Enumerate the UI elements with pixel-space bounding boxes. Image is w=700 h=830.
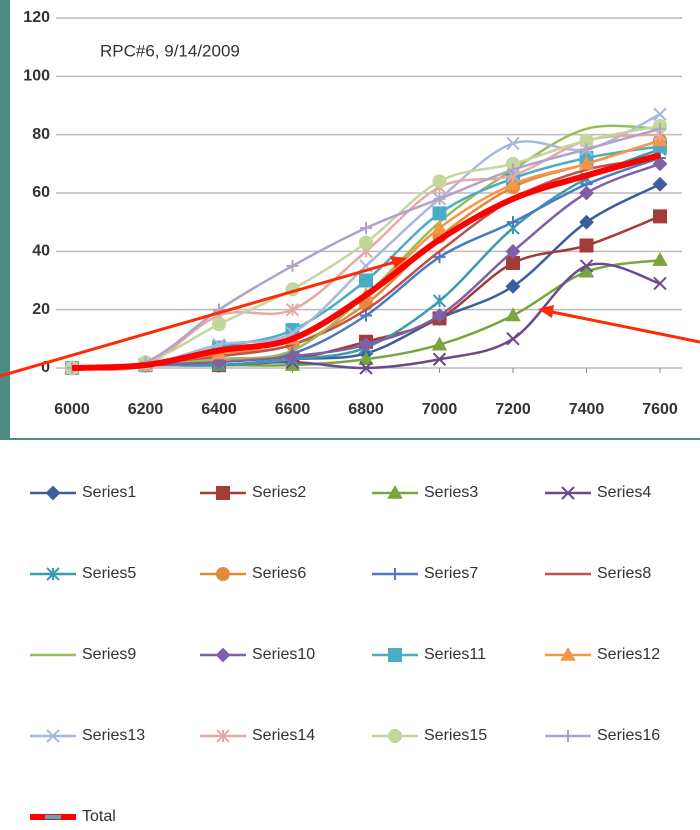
legend-item: Series4 <box>545 484 651 501</box>
legend-item: Series5 <box>30 565 136 582</box>
legend-label: Series11 <box>424 646 486 663</box>
legend-item: Series3 <box>372 484 478 501</box>
legend-marker <box>45 815 61 819</box>
x-tick-label: 6400 <box>201 401 237 418</box>
y-tick-label: 40 <box>32 243 50 260</box>
legend-label: Series10 <box>252 646 315 663</box>
legend-item: Series1 <box>30 484 136 501</box>
data-point <box>507 257 519 269</box>
legend-label: Series9 <box>82 646 136 663</box>
legend-label: Series14 <box>252 727 315 744</box>
legend-label: Series8 <box>597 565 651 582</box>
legend-item: Series7 <box>372 565 478 582</box>
data-point <box>654 210 666 222</box>
y-tick-label: 100 <box>23 68 50 85</box>
x-tick-label: 7200 <box>495 401 531 418</box>
legend-item: Total <box>30 808 116 825</box>
x-tick-label: 6200 <box>128 401 164 418</box>
legend-marker <box>389 649 401 661</box>
legend-label: Series3 <box>424 484 478 501</box>
chart: RPC#6, 9/14/2009 02040608010012060006200… <box>0 0 700 830</box>
data-point <box>581 240 593 252</box>
legend-item: Series12 <box>545 646 660 663</box>
data-point <box>434 207 446 219</box>
data-point <box>213 318 225 330</box>
annotation: RPC#6, 9/14/2009 <box>100 41 240 60</box>
legend-marker <box>217 568 229 580</box>
legend-item: Series11 <box>372 646 486 663</box>
x-tick-label: 6800 <box>348 401 384 418</box>
legend-label: Series5 <box>82 565 136 582</box>
x-tick-label: 6000 <box>54 401 90 418</box>
legend-label: Series15 <box>424 727 487 744</box>
legend-label: Series16 <box>597 727 660 744</box>
y-tick-label: 120 <box>23 9 50 26</box>
legend-label: Total <box>82 808 116 825</box>
legend-label: Series12 <box>597 646 660 663</box>
legend-marker <box>389 568 401 580</box>
legend-item: Series10 <box>200 646 315 663</box>
data-point <box>360 237 372 249</box>
x-tick-label: 7400 <box>569 401 605 418</box>
legend-label: Series1 <box>82 484 136 501</box>
x-tick-label: 6600 <box>275 401 311 418</box>
data-point <box>360 275 372 287</box>
legend-item: Series9 <box>30 646 136 663</box>
x-tick-label: 7000 <box>422 401 458 418</box>
legend-item: Series16 <box>545 727 660 744</box>
legend-label: Series7 <box>424 565 478 582</box>
legend-label: Series4 <box>597 484 651 501</box>
legend-item: Series6 <box>200 565 306 582</box>
y-tick-label: 20 <box>32 301 50 318</box>
page: {"chart_data": {"type": "line", "annotat… <box>0 0 700 830</box>
y-tick-label: 80 <box>32 126 50 143</box>
legend-label: Series6 <box>252 565 306 582</box>
legend-item: Series2 <box>200 484 306 501</box>
legend-item: Series14 <box>200 727 315 744</box>
legend-marker <box>47 487 59 499</box>
plot-panel <box>10 0 700 438</box>
legend-marker <box>217 487 229 499</box>
data-point <box>434 175 446 187</box>
legend-label: Series13 <box>82 727 145 744</box>
legend-marker <box>217 649 229 661</box>
legend-marker <box>389 730 401 742</box>
legend-item: Series15 <box>372 727 487 744</box>
legend-label: Series2 <box>252 484 306 501</box>
legend-item: Series13 <box>30 727 145 744</box>
legend-marker <box>562 730 574 742</box>
y-tick-label: 60 <box>32 184 50 201</box>
legend-item: Series8 <box>545 565 651 582</box>
x-tick-label: 7600 <box>642 401 678 418</box>
